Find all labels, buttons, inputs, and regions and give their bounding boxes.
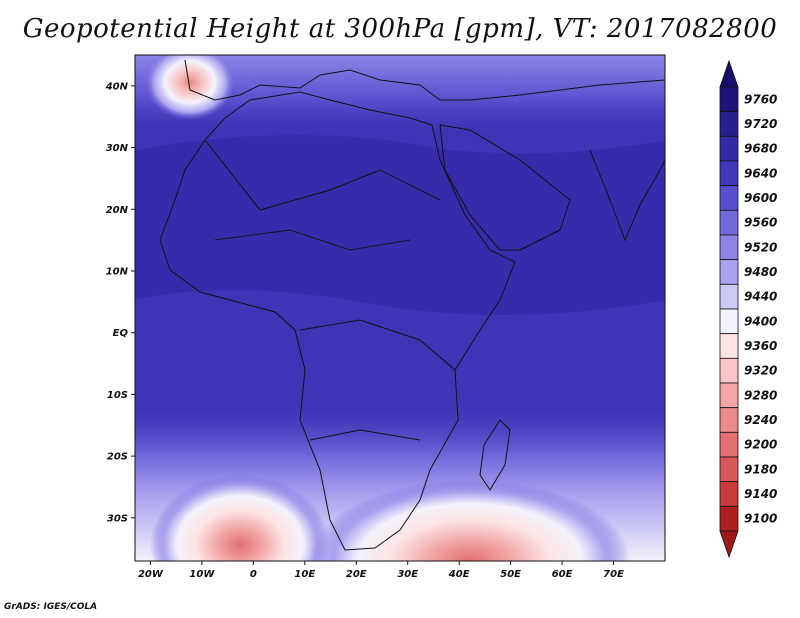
lat-tick-label: 30N — [106, 143, 129, 154]
colorbar-label: 9760 — [744, 92, 777, 106]
colorbar-swatch — [719, 283, 739, 310]
colorbar-swatch — [719, 135, 739, 162]
colorbar-label: 9640 — [744, 166, 777, 180]
longitude-axis: 20W 10W 0 10E 20E 30E 40E 50E 60E 70E — [138, 561, 624, 580]
colorbar-top-arrow — [719, 59, 739, 88]
colorbar-label: 9680 — [744, 142, 777, 156]
colorbar-swatch — [719, 505, 739, 532]
lat-tick-label: 30S — [107, 513, 128, 524]
lon-tick-label: 50E — [500, 569, 521, 580]
colorbar-label: 9520 — [744, 240, 777, 254]
colorbar-label: 9100 — [744, 512, 777, 526]
colorbar-bottom-arrow — [719, 530, 739, 559]
colorbar-swatch — [719, 160, 739, 187]
colorbar-label: 9240 — [744, 413, 777, 427]
lon-tick-label: 70E — [603, 569, 624, 580]
colorbar-label: 9200 — [744, 438, 777, 452]
chart-title: Geopotential Height at 300hPa [gpm], VT:… — [22, 14, 778, 44]
colorbar-swatch — [719, 209, 739, 236]
colorbar-swatch — [719, 357, 739, 384]
lat-tick-label: 20N — [106, 205, 129, 216]
lon-tick-label: 20E — [346, 569, 367, 580]
colorbar-label: 9560 — [744, 216, 777, 230]
lon-tick-label: 20W — [138, 569, 164, 580]
colorbar-label: 9180 — [744, 462, 777, 476]
lon-tick-label: 10E — [294, 569, 315, 580]
colorbar-swatch — [719, 431, 739, 458]
colorbar-swatch — [719, 111, 739, 137]
lon-tick-label: 0 — [250, 569, 257, 580]
lat-tick-label: 10N — [106, 266, 129, 277]
colorbar-label: 9480 — [744, 265, 777, 279]
colorbar-swatch — [719, 333, 739, 359]
colorbar-swatch — [719, 86, 739, 113]
colorbar-label: 9440 — [744, 290, 777, 304]
lon-tick-label: 10W — [189, 569, 215, 580]
lat-tick-label: 10S — [107, 390, 128, 401]
plot-frame — [134, 54, 666, 562]
lat-tick-label: EQ — [113, 328, 129, 339]
lon-tick-label: 60E — [552, 569, 573, 580]
colorbar-swatch — [719, 185, 739, 211]
colorbar: 9760 9720 9680 9640 9600 9560 9520 9480 9440 9400… — [719, 59, 777, 559]
colorbar-swatch — [719, 308, 739, 335]
colorbar-label: 9280 — [744, 388, 777, 402]
colorbar-swatch — [719, 481, 739, 507]
colorbar-label: 9400 — [744, 314, 777, 328]
colorbar-label: 9720 — [744, 117, 777, 131]
colorbar-label: 9600 — [744, 191, 777, 205]
colorbar-swatch — [719, 234, 739, 261]
lon-tick-label: 40E — [448, 569, 470, 580]
colorbar-swatch — [719, 407, 739, 433]
coastlines — [159, 59, 665, 551]
colorbar-label: 9140 — [744, 487, 777, 501]
latitude-axis: 40N 30N 20N 10N EQ 10S 20S 30S — [105, 81, 135, 524]
colorbar-label: 9320 — [744, 364, 777, 378]
height-field — [135, 55, 665, 561]
lat-tick-label: 40N — [105, 81, 129, 92]
credit-text: GrADS: IGES/COLA — [4, 602, 98, 612]
colorbar-label: 9360 — [744, 339, 777, 353]
lon-tick-label: 30E — [397, 569, 418, 580]
colorbar-swatch — [719, 382, 739, 409]
colorbar-swatch — [719, 456, 739, 483]
colorbar-swatch — [719, 259, 739, 285]
lat-tick-label: 20S — [107, 452, 128, 463]
